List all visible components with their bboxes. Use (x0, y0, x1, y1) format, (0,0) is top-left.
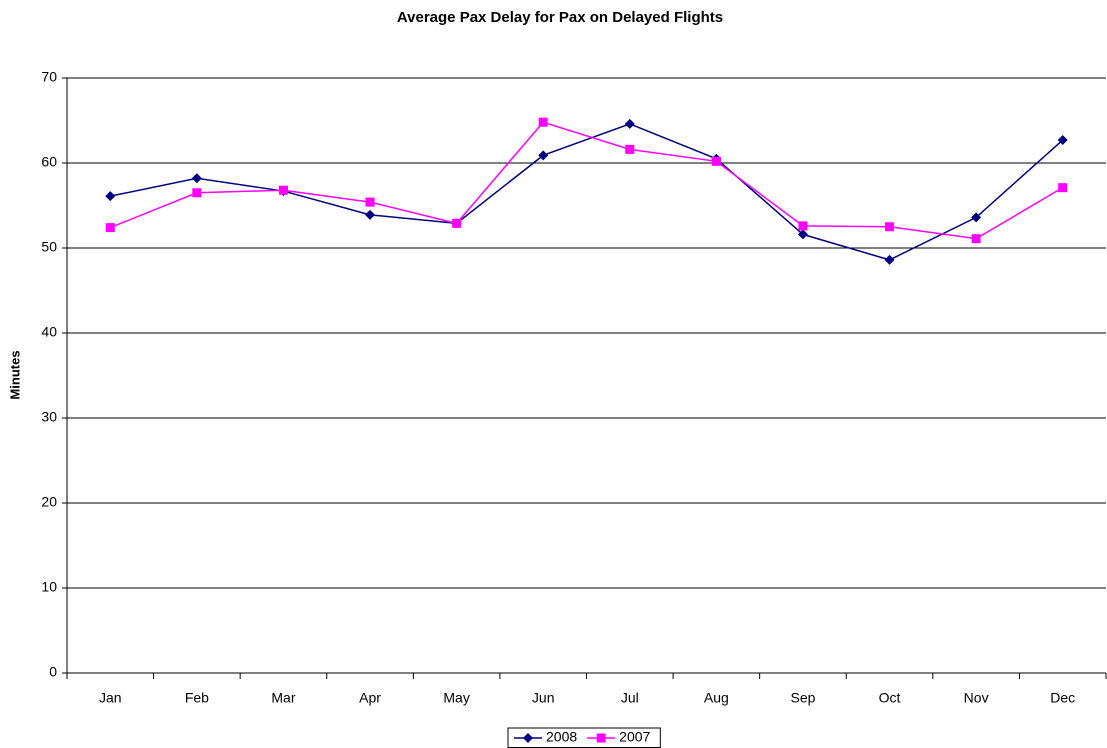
marker (798, 221, 808, 231)
x-tick-label: Jun (532, 690, 555, 706)
x-tick-label: Mar (271, 690, 295, 706)
legend-label: 2007 (619, 729, 650, 745)
marker (711, 156, 721, 166)
marker (797, 229, 808, 240)
y-tick-label: 60 (41, 154, 57, 170)
marker (105, 191, 116, 202)
marker (1058, 183, 1068, 193)
y-axis-label: Minutes (7, 350, 22, 399)
marker (523, 733, 533, 743)
marker (105, 223, 115, 233)
y-tick-label: 40 (41, 324, 57, 340)
y-tick-label: 10 (41, 579, 57, 595)
x-tick-label: Aug (704, 690, 729, 706)
marker (192, 188, 202, 198)
y-tick-label: 70 (41, 69, 57, 85)
marker (625, 144, 635, 154)
marker (884, 254, 895, 265)
marker (538, 117, 548, 127)
marker (1057, 135, 1068, 146)
marker (971, 212, 982, 223)
legend-label: 2008 (546, 729, 577, 745)
x-tick-label: Apr (359, 690, 381, 706)
y-tick-label: 0 (49, 664, 57, 680)
x-tick-label: Jan (99, 690, 122, 706)
y-tick-label: 50 (41, 239, 57, 255)
marker (971, 234, 981, 244)
marker (365, 197, 375, 207)
legend: 2008 2007 (507, 727, 661, 748)
marker (538, 150, 549, 161)
marker (624, 118, 635, 129)
x-tick-label: Oct (879, 690, 901, 706)
marker (885, 222, 895, 232)
marker (191, 173, 202, 184)
marker (596, 733, 606, 743)
x-tick-label: Jul (621, 690, 639, 706)
marker (365, 209, 376, 220)
y-tick-label: 20 (41, 494, 57, 510)
x-tick-label: Dec (1050, 690, 1075, 706)
series-line (110, 121, 1064, 240)
marker (278, 185, 288, 195)
y-tick-label: 30 (41, 409, 57, 425)
x-tick-label: May (443, 690, 469, 706)
marker (452, 218, 462, 228)
x-tick-label: Feb (185, 690, 209, 706)
series-line (110, 123, 1064, 261)
x-tick-label: Sep (790, 690, 815, 706)
x-tick-label: Nov (964, 690, 989, 706)
chart-title: Average Pax Delay for Pax on Delayed Fli… (397, 9, 723, 26)
